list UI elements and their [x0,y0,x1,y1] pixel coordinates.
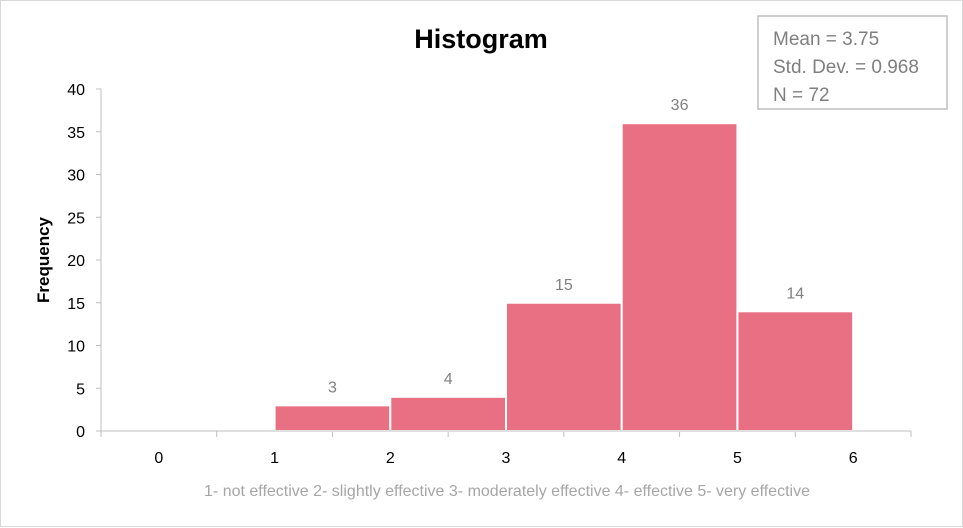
x-tick-label: 1 [270,450,279,467]
y-tick-label: 20 [67,253,85,270]
y-axis-ticks: 0 5 10 15 20 25 30 35 40 [67,82,101,441]
bar-data-label: 36 [671,97,689,114]
x-axis-ticks: 0 1 2 3 4 5 6 [100,431,912,467]
histogram-bar [620,122,739,432]
x-axis-label: 1- not effective 2- slightly effective 3… [204,483,810,500]
y-tick-label: 35 [67,125,85,142]
y-tick-label: 5 [76,381,85,398]
y-tick-label: 15 [67,296,85,313]
y-tick-label: 0 [76,424,85,441]
x-tick-label: 0 [154,450,163,467]
bar-data-label: 3 [328,379,337,396]
histogram-bar [505,301,623,432]
x-tick-label: 4 [617,450,626,467]
x-tick-label: 6 [849,450,858,467]
stats-box: Mean = 3.75 Std. Dev. = 0.968 N = 72 [757,15,948,110]
histogram-bar [273,404,392,433]
x-tick-label: 2 [386,450,395,467]
histogram-bar [389,395,507,432]
y-tick-label: 10 [67,339,85,356]
histogram-bar [736,310,855,432]
x-tick-label: 5 [733,450,742,467]
y-tick-label: 30 [67,168,85,185]
chart-title: Histogram [414,24,548,54]
bars [273,122,855,433]
y-axis-label: Frequency [34,216,53,303]
stats-n: N = 72 [773,85,830,106]
stats-std-dev: Std. Dev. = 0.968 [773,57,919,78]
data-labels: 3 4 15 36 14 [328,97,804,396]
stats-mean: Mean = 3.75 [773,29,879,50]
y-tick-label: 40 [67,82,85,99]
y-tick-label: 25 [67,210,85,227]
x-tick-label: 3 [502,450,511,467]
stats-box-border [757,15,948,110]
bar-data-label: 14 [786,285,804,302]
bar-data-label: 15 [555,277,573,294]
bar-data-label: 4 [444,371,453,388]
